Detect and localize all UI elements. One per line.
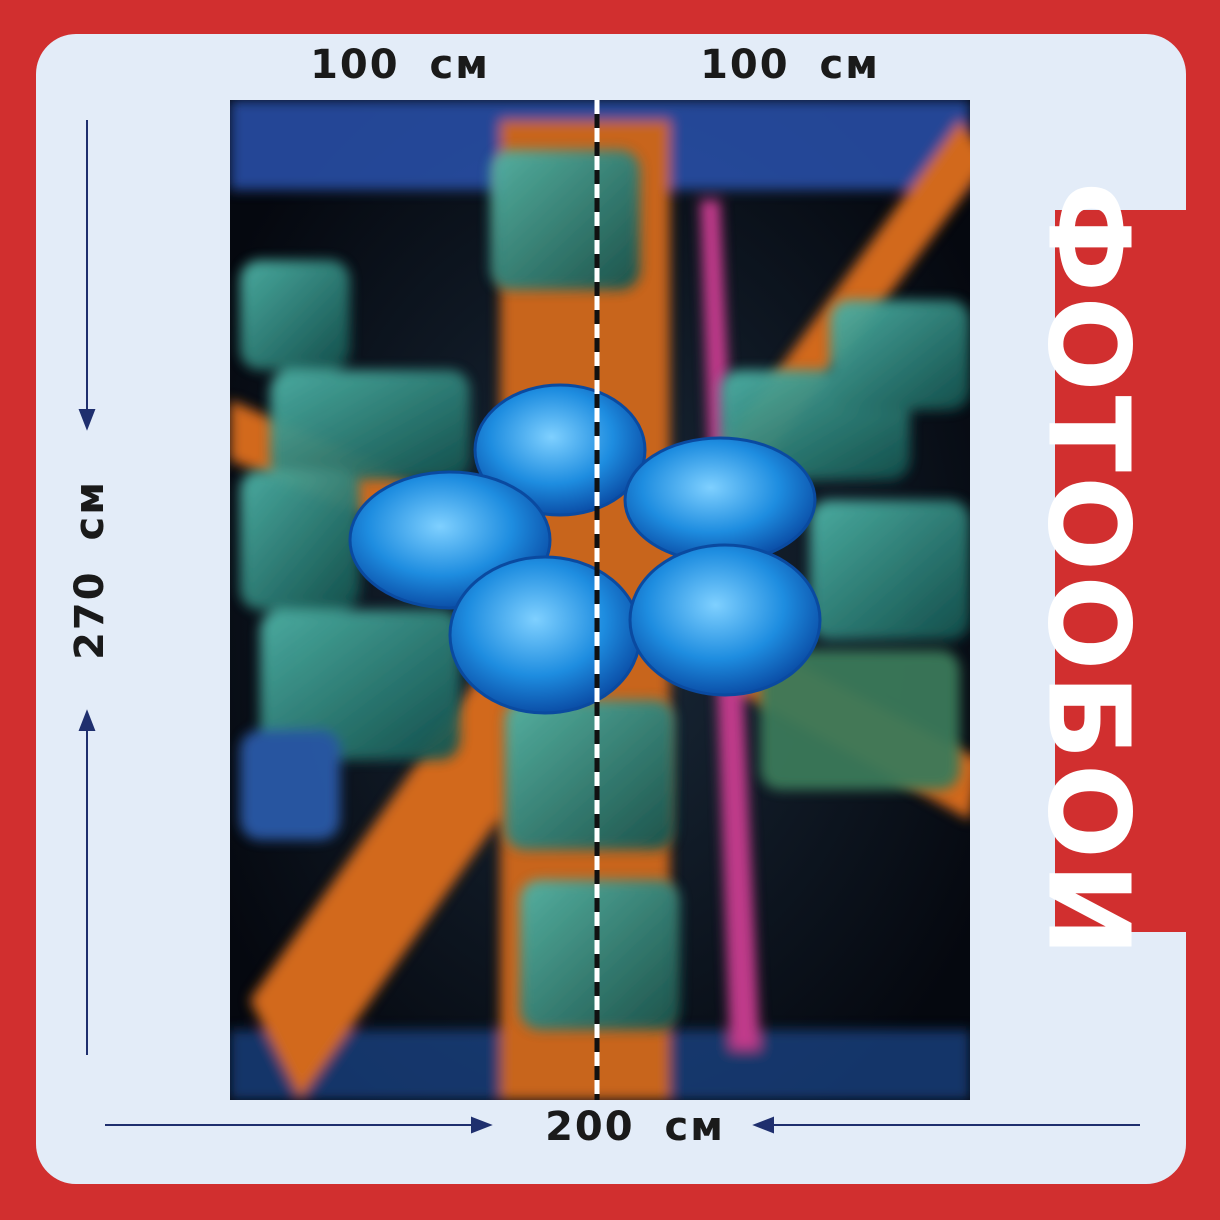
dimension-arrows xyxy=(78,120,1140,1134)
brand: ФОТООБОИ xyxy=(1022,181,1152,960)
height-label: 270 см xyxy=(67,480,113,660)
width-label-left: 100 см xyxy=(310,42,490,88)
width-label-right: 100 см xyxy=(700,42,880,88)
photo xyxy=(230,100,970,1100)
total-width-label: 200 см xyxy=(545,1104,725,1150)
brand-box xyxy=(1055,210,1187,932)
